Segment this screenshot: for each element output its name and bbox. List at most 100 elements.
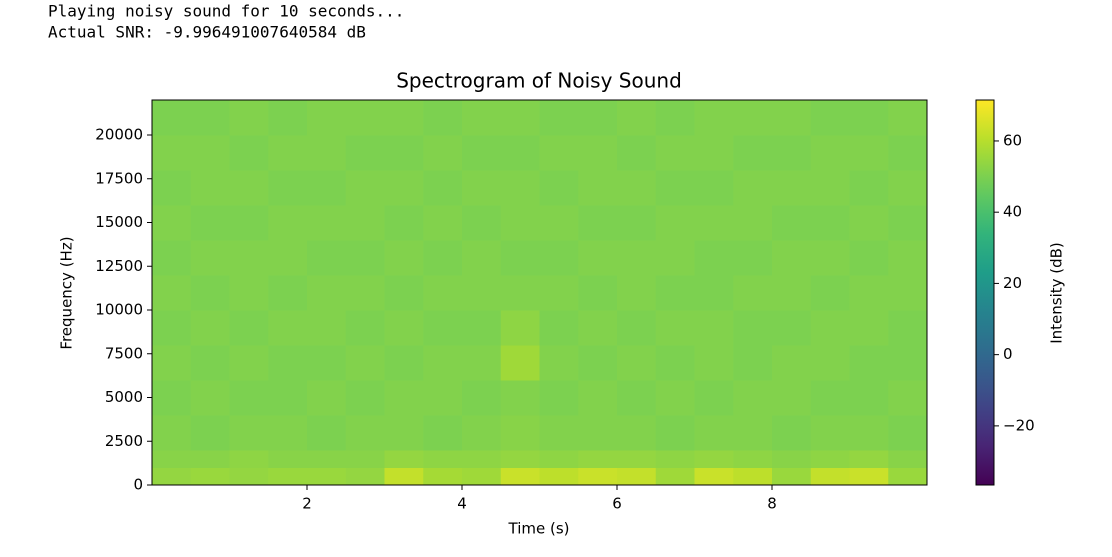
heatmap-cell — [849, 345, 889, 381]
heatmap-cell — [268, 467, 308, 486]
heatmap-cell — [268, 205, 308, 241]
heatmap-cell — [772, 170, 812, 206]
heatmap-cell — [190, 415, 230, 451]
heatmap-cell — [617, 467, 657, 486]
heatmap-cell — [462, 467, 502, 486]
x-tick-label: 4 — [457, 495, 467, 513]
x-axis-label: Time (s) — [508, 520, 570, 538]
heatmap-cell — [190, 450, 230, 468]
heatmap-cell — [655, 467, 695, 486]
heatmap-cell — [307, 170, 347, 206]
output-line: Actual SNR: -9.996491007640584 dB — [48, 23, 366, 42]
heatmap-cell — [655, 310, 695, 346]
heatmap-cell — [462, 240, 502, 276]
heatmap-cell — [772, 135, 812, 171]
heatmap-cell — [578, 310, 618, 346]
heatmap-cell — [810, 345, 850, 381]
heatmap-cell — [423, 345, 463, 381]
heatmap-cell — [772, 240, 812, 276]
heatmap-cell — [307, 240, 347, 276]
heatmap-cell — [345, 135, 385, 171]
y-tick-label: 17500 — [95, 169, 143, 187]
heatmap-cell — [772, 205, 812, 241]
heatmap-cell — [578, 135, 618, 171]
heatmap-cell — [190, 135, 230, 171]
heatmap-cell — [578, 467, 618, 486]
heatmap-cell — [423, 170, 463, 206]
heatmap-cell — [694, 415, 734, 451]
heatmap-cell — [578, 380, 618, 416]
heatmap-cell — [500, 170, 540, 206]
heatmap-cell — [888, 467, 928, 486]
heatmap-cell — [578, 415, 618, 451]
heatmap-cell — [849, 310, 889, 346]
heatmap-cell — [733, 450, 773, 468]
heatmap-cell — [810, 467, 850, 486]
heatmap-cell — [229, 100, 269, 136]
heatmap-cell — [229, 310, 269, 346]
heatmap-cell — [694, 345, 734, 381]
heatmap-cell — [539, 170, 579, 206]
heatmap-cell — [229, 467, 269, 486]
heatmap-cell — [462, 275, 502, 311]
heatmap-cell — [694, 380, 734, 416]
heatmap-cell — [307, 450, 347, 468]
heatmap-cell — [229, 240, 269, 276]
heatmap-cell — [500, 240, 540, 276]
heatmap-cell — [500, 380, 540, 416]
colorbar — [975, 99, 995, 486]
heatmap-cell — [152, 450, 192, 468]
heatmap-cell — [617, 345, 657, 381]
heatmap-cell — [268, 135, 308, 171]
heatmap-cell — [345, 450, 385, 468]
heatmap-cell — [578, 345, 618, 381]
heatmap-cell — [423, 100, 463, 136]
heatmap-cell — [578, 205, 618, 241]
heatmap-cell — [733, 345, 773, 381]
heatmap-cell — [617, 380, 657, 416]
heatmap-cell — [423, 275, 463, 311]
y-axis-label: Frequency (Hz) — [58, 236, 76, 349]
heatmap-cell — [345, 275, 385, 311]
heatmap-cell — [578, 240, 618, 276]
heatmap-cell — [772, 380, 812, 416]
heatmap-cell — [888, 380, 928, 416]
heatmap-cell — [617, 205, 657, 241]
heatmap-cell — [384, 170, 424, 206]
heatmap-cell — [500, 205, 540, 241]
heatmap-cell — [733, 310, 773, 346]
heatmap-cell — [152, 415, 192, 451]
heatmap-cell — [190, 380, 230, 416]
heatmap-cell — [810, 310, 850, 346]
heatmap-cell — [694, 100, 734, 136]
heatmap-cell — [384, 310, 424, 346]
heatmap-cell — [268, 345, 308, 381]
heatmap-cell — [578, 170, 618, 206]
heatmap-cell — [849, 450, 889, 468]
heatmap-cell — [888, 310, 928, 346]
heatmap-cell — [849, 415, 889, 451]
heatmap-cell — [190, 310, 230, 346]
heatmap-cell — [694, 170, 734, 206]
heatmap-cell — [268, 415, 308, 451]
heatmap-cell — [810, 100, 850, 136]
heatmap-cell — [539, 135, 579, 171]
heatmap-cell — [578, 275, 618, 311]
heatmap-cell — [268, 240, 308, 276]
heatmap-cell — [229, 415, 269, 451]
heatmap-cell — [307, 135, 347, 171]
y-tick-label: 15000 — [95, 213, 143, 231]
heatmap-cell — [462, 135, 502, 171]
heatmap-cell — [268, 450, 308, 468]
heatmap-cell — [617, 310, 657, 346]
heatmap-cell — [345, 467, 385, 486]
heatmap-cell — [190, 275, 230, 311]
output-line: Playing noisy sound for 10 seconds... — [48, 2, 404, 21]
heatmap-cell — [849, 170, 889, 206]
heatmap-cell — [345, 170, 385, 206]
heatmap-cell — [152, 100, 192, 136]
heatmap-cell — [384, 467, 424, 486]
heatmap-cell — [500, 310, 540, 346]
heatmap-cell — [694, 135, 734, 171]
heatmap-cell — [578, 450, 618, 468]
